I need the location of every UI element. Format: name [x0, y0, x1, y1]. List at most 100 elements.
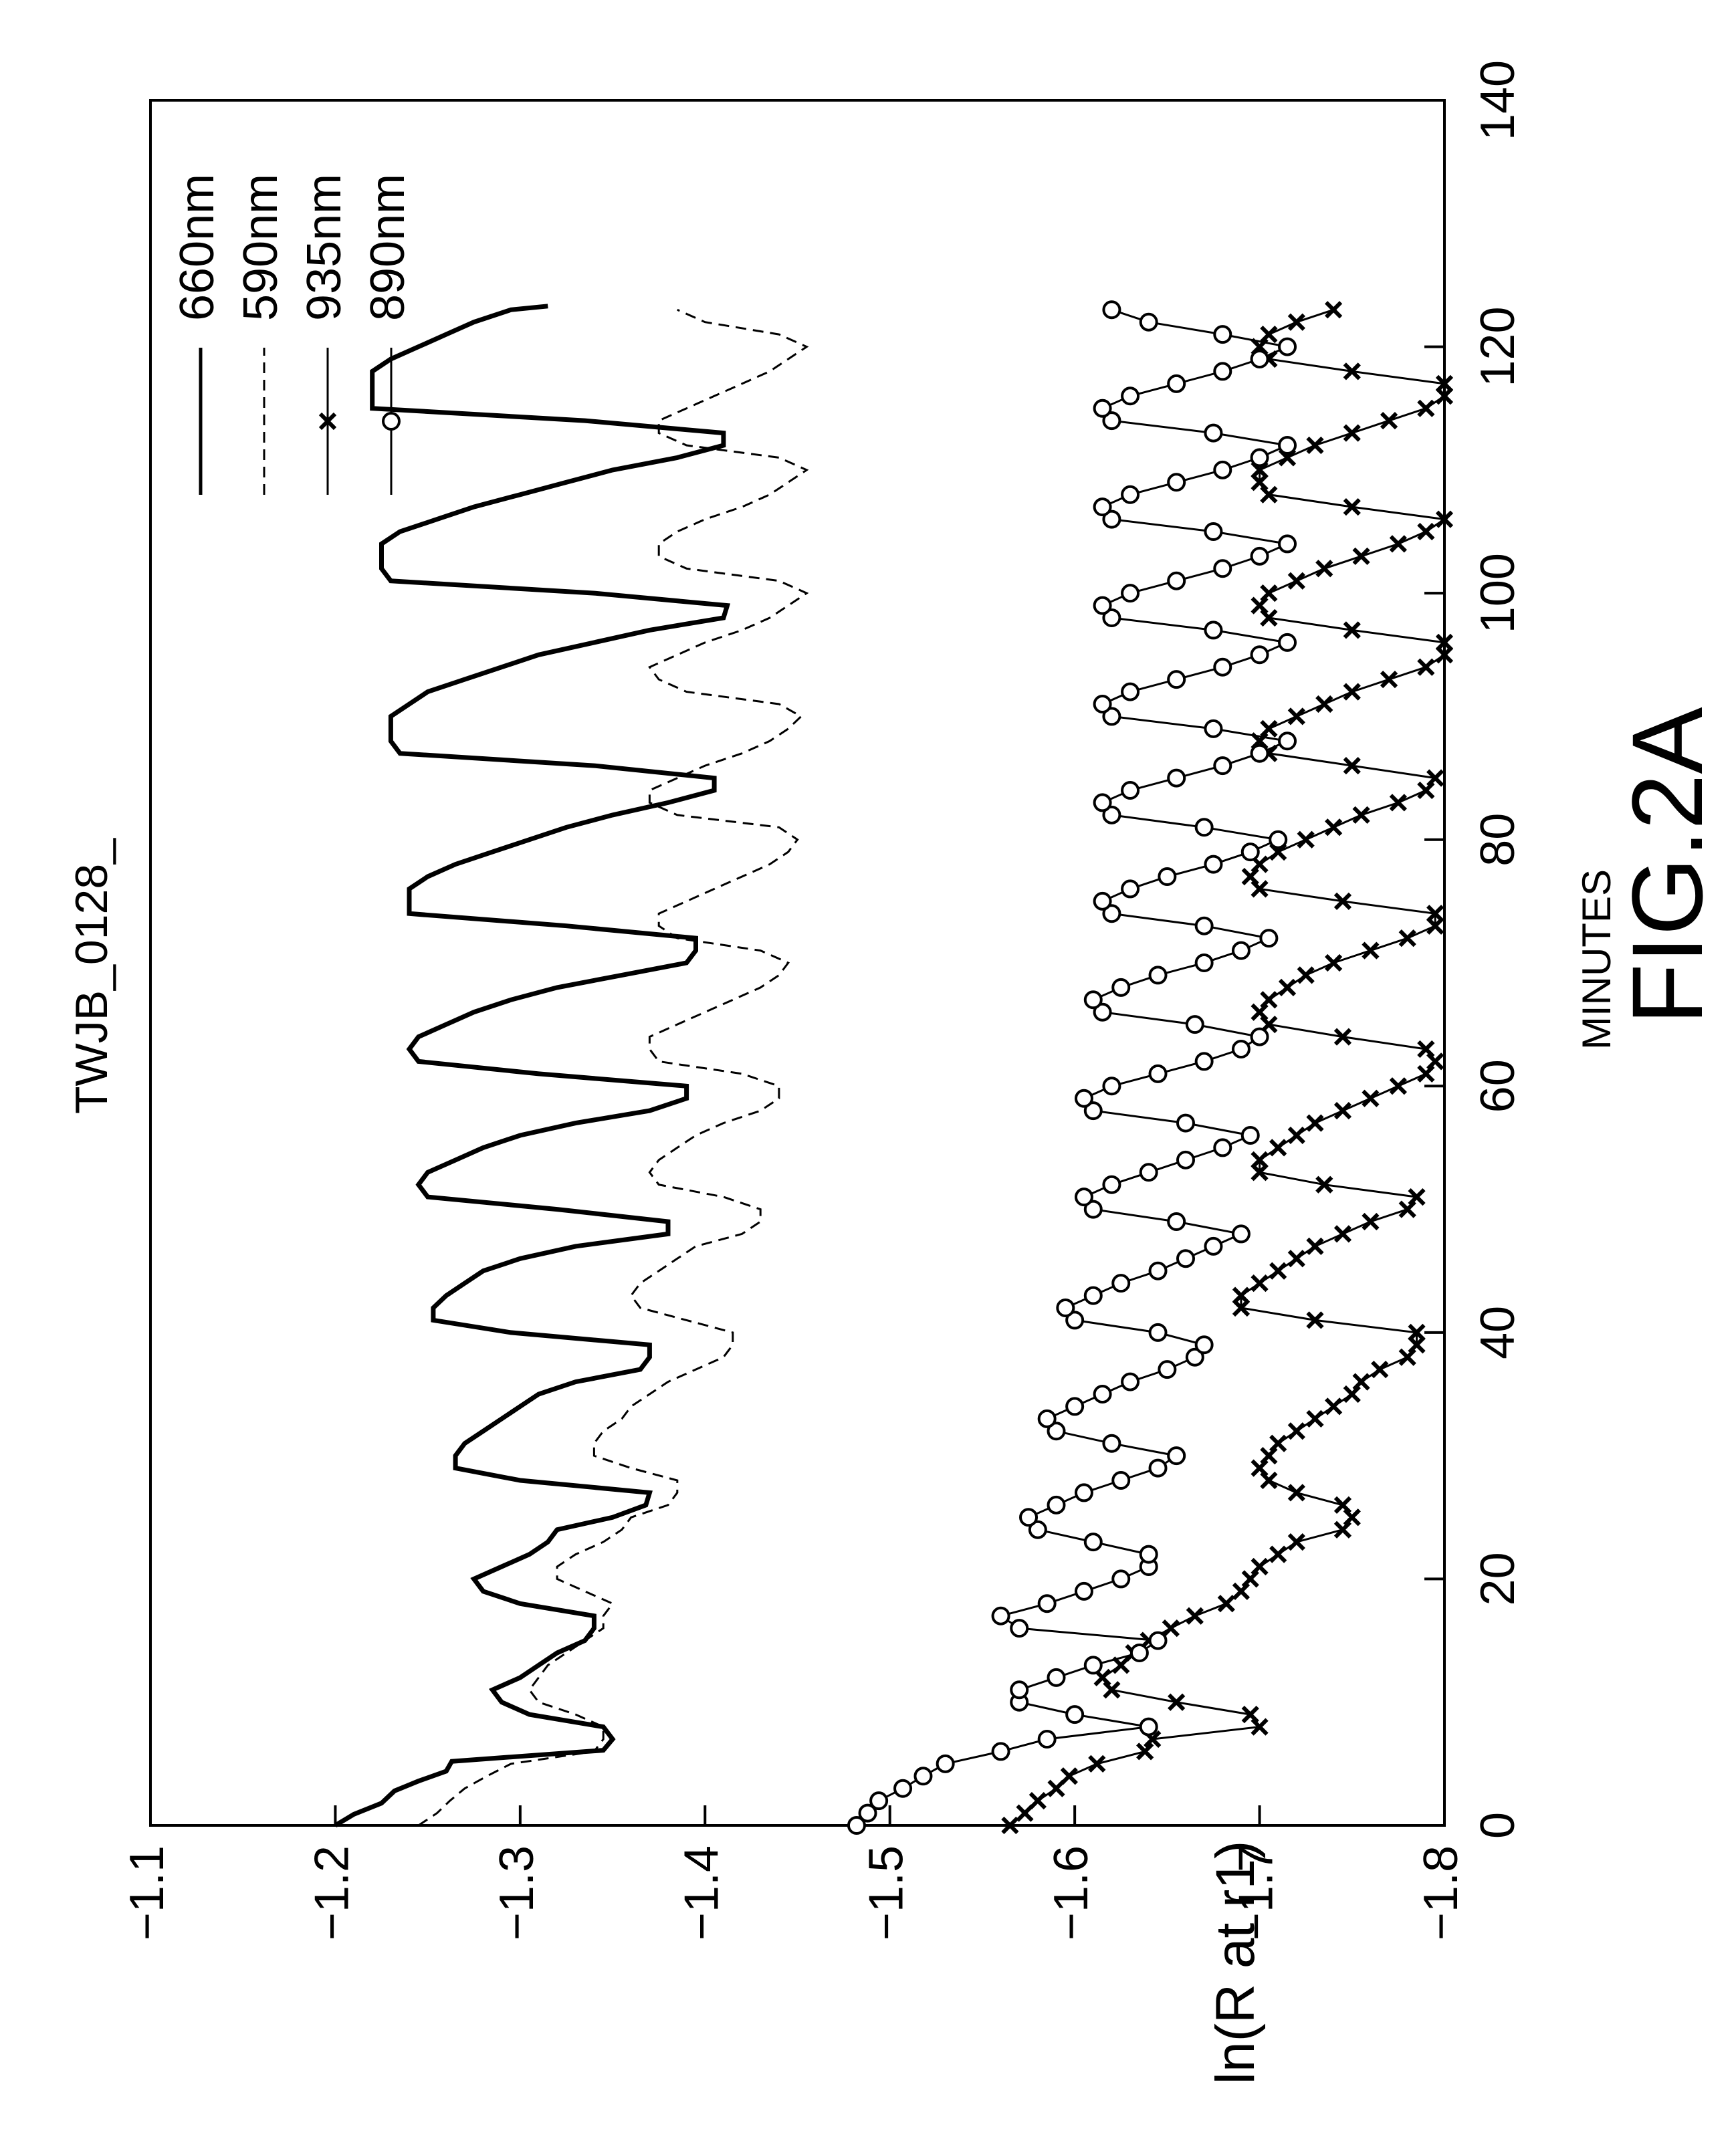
data-point-890nm: [1103, 1177, 1119, 1193]
data-point-890nm: [1279, 536, 1295, 552]
data-point-890nm: [1141, 314, 1157, 330]
data-point-890nm: [1187, 1016, 1203, 1032]
data-point-890nm: [1233, 943, 1249, 959]
data-point-890nm: [1279, 635, 1295, 651]
data-point-890nm: [1039, 1411, 1055, 1427]
data-point-890nm: [1150, 967, 1166, 983]
legend-marker-890nm: [383, 413, 399, 429]
y-tick-label: −1.1: [120, 1845, 174, 1940]
data-point-890nm: [1168, 770, 1184, 786]
data-point-890nm: [1279, 733, 1295, 749]
data-point-890nm: [1205, 1238, 1221, 1254]
data-point-890nm: [1270, 832, 1286, 848]
data-point-890nm: [1076, 1091, 1092, 1107]
data-point-890nm: [1214, 758, 1230, 774]
x-tick-label: 140: [1471, 60, 1525, 140]
legend-label: 660nm: [171, 174, 224, 321]
data-point-890nm: [1095, 499, 1111, 515]
data-point-890nm: [1113, 1472, 1129, 1488]
data-point-890nm: [1279, 339, 1295, 355]
data-point-890nm: [1159, 1361, 1175, 1377]
data-point-890nm: [1150, 1263, 1166, 1279]
data-point-890nm: [1011, 1682, 1027, 1698]
data-point-890nm: [1233, 1226, 1249, 1242]
data-point-890nm: [1196, 918, 1212, 934]
data-point-890nm: [1113, 1275, 1129, 1291]
data-point-890nm: [1205, 622, 1221, 638]
data-point-890nm: [1214, 462, 1230, 478]
data-point-890nm: [1039, 1731, 1055, 1747]
data-point-890nm: [915, 1768, 931, 1784]
data-point-890nm: [1085, 1657, 1101, 1673]
y-tick-label: −1.6: [1045, 1845, 1098, 1940]
data-point-890nm: [938, 1756, 954, 1772]
data-point-890nm: [1122, 388, 1138, 404]
data-point-890nm: [1049, 1497, 1065, 1513]
data-point-890nm: [1141, 1164, 1157, 1180]
data-point-890nm: [1067, 1706, 1083, 1722]
data-point-890nm: [1252, 548, 1268, 564]
data-point-890nm: [1103, 1436, 1119, 1452]
data-point-890nm: [1103, 302, 1119, 318]
data-point-890nm: [1205, 425, 1221, 441]
data-point-890nm: [1214, 1139, 1230, 1155]
data-point-890nm: [895, 1781, 911, 1797]
data-point-890nm: [1141, 1547, 1157, 1563]
data-point-890nm: [1076, 1583, 1092, 1599]
data-point-890nm: [1178, 1115, 1194, 1131]
data-point-890nm: [1252, 746, 1268, 762]
data-point-890nm: [1233, 1041, 1249, 1057]
data-point-890nm: [1095, 1386, 1111, 1402]
x-tick-label: 60: [1471, 1059, 1525, 1113]
x-tick-label: 20: [1471, 1552, 1525, 1605]
data-point-890nm: [1168, 1448, 1184, 1464]
data-point-890nm: [1214, 560, 1230, 576]
x-tick-label: 40: [1471, 1306, 1525, 1359]
data-point-890nm: [1103, 1078, 1119, 1094]
data-point-890nm: [1141, 1719, 1157, 1735]
data-point-890nm: [1039, 1595, 1055, 1611]
data-point-890nm: [1085, 992, 1101, 1008]
y-tick-label: −1.2: [305, 1845, 358, 1940]
legend-label: 590nm: [234, 174, 288, 321]
legend-label: 890nm: [361, 174, 415, 321]
data-point-890nm: [1159, 869, 1175, 885]
data-point-890nm: [871, 1793, 887, 1809]
data-point-890nm: [993, 1743, 1009, 1759]
data-point-890nm: [1113, 980, 1129, 996]
data-point-890nm: [1122, 684, 1138, 700]
data-point-890nm: [1057, 1300, 1073, 1316]
data-point-890nm: [1242, 1127, 1259, 1143]
data-point-890nm: [1205, 524, 1221, 540]
data-point-890nm: [1196, 1053, 1212, 1069]
data-point-890nm: [1095, 696, 1111, 712]
data-point-890nm: [1122, 585, 1138, 601]
data-point-890nm: [1196, 1337, 1212, 1353]
y-tick-label: −1.5: [860, 1845, 913, 1940]
data-point-890nm: [1252, 449, 1268, 465]
data-point-890nm: [1122, 782, 1138, 798]
x-tick-label: 0: [1471, 1812, 1525, 1839]
data-point-890nm: [1095, 401, 1111, 417]
data-point-890nm: [1279, 437, 1295, 453]
data-point-890nm: [1214, 659, 1230, 675]
data-point-890nm: [1011, 1620, 1027, 1636]
data-point-890nm: [1122, 881, 1138, 897]
data-point-890nm: [1122, 1374, 1138, 1390]
data-point-890nm: [1214, 326, 1230, 342]
legend-label: 935nm: [298, 174, 351, 321]
data-point-890nm: [1095, 794, 1111, 810]
y-tick-label: −1.3: [490, 1845, 544, 1940]
data-point-890nm: [1178, 1250, 1194, 1266]
x-tick-label: 80: [1471, 813, 1525, 867]
chart-title: TWJB_0128_: [66, 838, 117, 1114]
data-point-890nm: [1214, 363, 1230, 379]
data-point-890nm: [1020, 1509, 1037, 1525]
data-point-890nm: [1196, 955, 1212, 971]
data-point-890nm: [1095, 598, 1111, 614]
data-point-890nm: [1261, 930, 1277, 946]
data-point-890nm: [1113, 1571, 1129, 1587]
data-point-890nm: [1095, 893, 1111, 909]
data-point-890nm: [1067, 1398, 1083, 1414]
